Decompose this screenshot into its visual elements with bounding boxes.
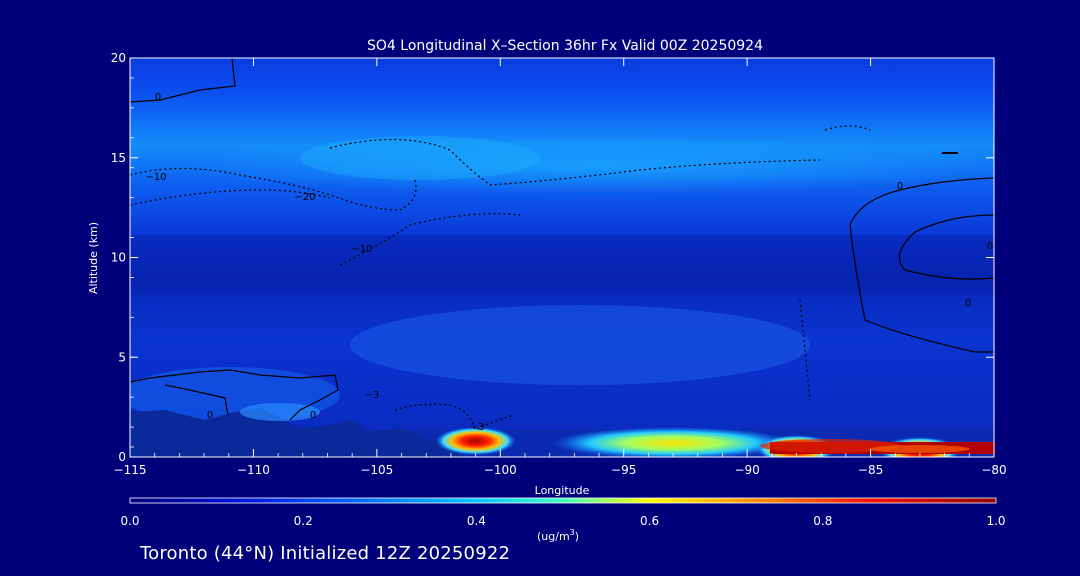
y-tick-label: 15 (111, 151, 126, 165)
contour-0-east (849, 177, 994, 353)
colorbar-tick-label: 0.0 (120, 514, 139, 528)
contour-label: 0 (310, 410, 316, 421)
upper-band-core (300, 136, 540, 180)
contour-0-east-inner (898, 214, 994, 280)
hotspot (435, 427, 516, 456)
upper-band (180, 135, 994, 195)
contour-labels: 0 −10 −20 −10 0 −3 0 −3 0 0 0 (145, 92, 993, 433)
x-tick-label: −105 (360, 463, 393, 477)
lower-field (350, 305, 810, 385)
x-tick-label: −80 (981, 463, 1006, 477)
contour-neg10-a (130, 167, 417, 211)
contour-neg10-c (339, 213, 521, 266)
contour-label: 0 (207, 410, 213, 421)
contour-label: 0 (897, 181, 903, 192)
x-tick-label: −115 (114, 463, 147, 477)
surface-streak-glow (760, 439, 900, 453)
colorbar-tick-label: 0.2 (294, 514, 313, 528)
plot-area: 0 −10 −20 −10 0 −3 0 −3 0 0 0 (130, 58, 994, 457)
x-tick-label: −95 (611, 463, 636, 477)
contour-neg20 (130, 189, 331, 206)
contour-label: 0 (987, 241, 993, 252)
colorbar-ticks: 0.0 0.2 0.4 0.6 0.8 1.0 (120, 514, 1005, 528)
contour-0-topleft (130, 58, 236, 103)
contours (130, 58, 994, 431)
colorbar-units: (ug/m3) (537, 528, 579, 543)
contour-label: 0 (965, 298, 971, 309)
x-tick-label: −90 (734, 463, 759, 477)
y-axis-label: Altitude (km) (87, 222, 100, 294)
contour-0-low (130, 369, 339, 421)
contour-label: −20 (294, 192, 315, 203)
contour-neg3 (394, 403, 516, 431)
x-tick-label: −85 (858, 463, 883, 477)
x-axis: −115 −110 −105 −100 −95 −90 −85 −80 (114, 58, 1007, 477)
y-tick-label: 0 (118, 450, 126, 464)
contour-neg10-b (329, 138, 821, 186)
colorbar-tick-label: 1.0 (986, 514, 1005, 528)
y-tick-label: 10 (111, 251, 126, 265)
contour-label: −3 (365, 390, 380, 401)
hotspot (553, 427, 794, 457)
contour-label: −10 (351, 244, 372, 255)
y-tick-label: 20 (111, 51, 126, 65)
contour-label: 0 (155, 92, 161, 103)
mid-layer (130, 235, 994, 295)
y-tick-label: 5 (118, 350, 126, 364)
colorbar (129, 497, 997, 504)
x-axis-label: Longitude (535, 484, 590, 497)
y-axis: 0 5 10 15 20 (111, 51, 994, 464)
chart-title: SO4 Longitudinal X–Section 36hr Fx Valid… (367, 38, 763, 54)
contour-0-low-inner (164, 384, 229, 416)
contour-neg-east-mid (799, 299, 811, 401)
colorbar-tick-label: 0.6 (640, 514, 659, 528)
contour-label: −10 (145, 172, 166, 183)
colorbar-tick-label: 0.8 (813, 514, 832, 528)
contour-label: −3 (470, 422, 485, 433)
x-tick-label: −100 (484, 463, 517, 477)
terrain (130, 408, 460, 457)
colorbar-tick-label: 0.4 (467, 514, 486, 528)
x-tick-label: −110 (237, 463, 270, 477)
footer-caption: Toronto (44°N) Initialized 12Z 20250922 (140, 543, 511, 564)
terrain-glow (240, 403, 320, 421)
surface-streak-glow-east (870, 445, 970, 453)
